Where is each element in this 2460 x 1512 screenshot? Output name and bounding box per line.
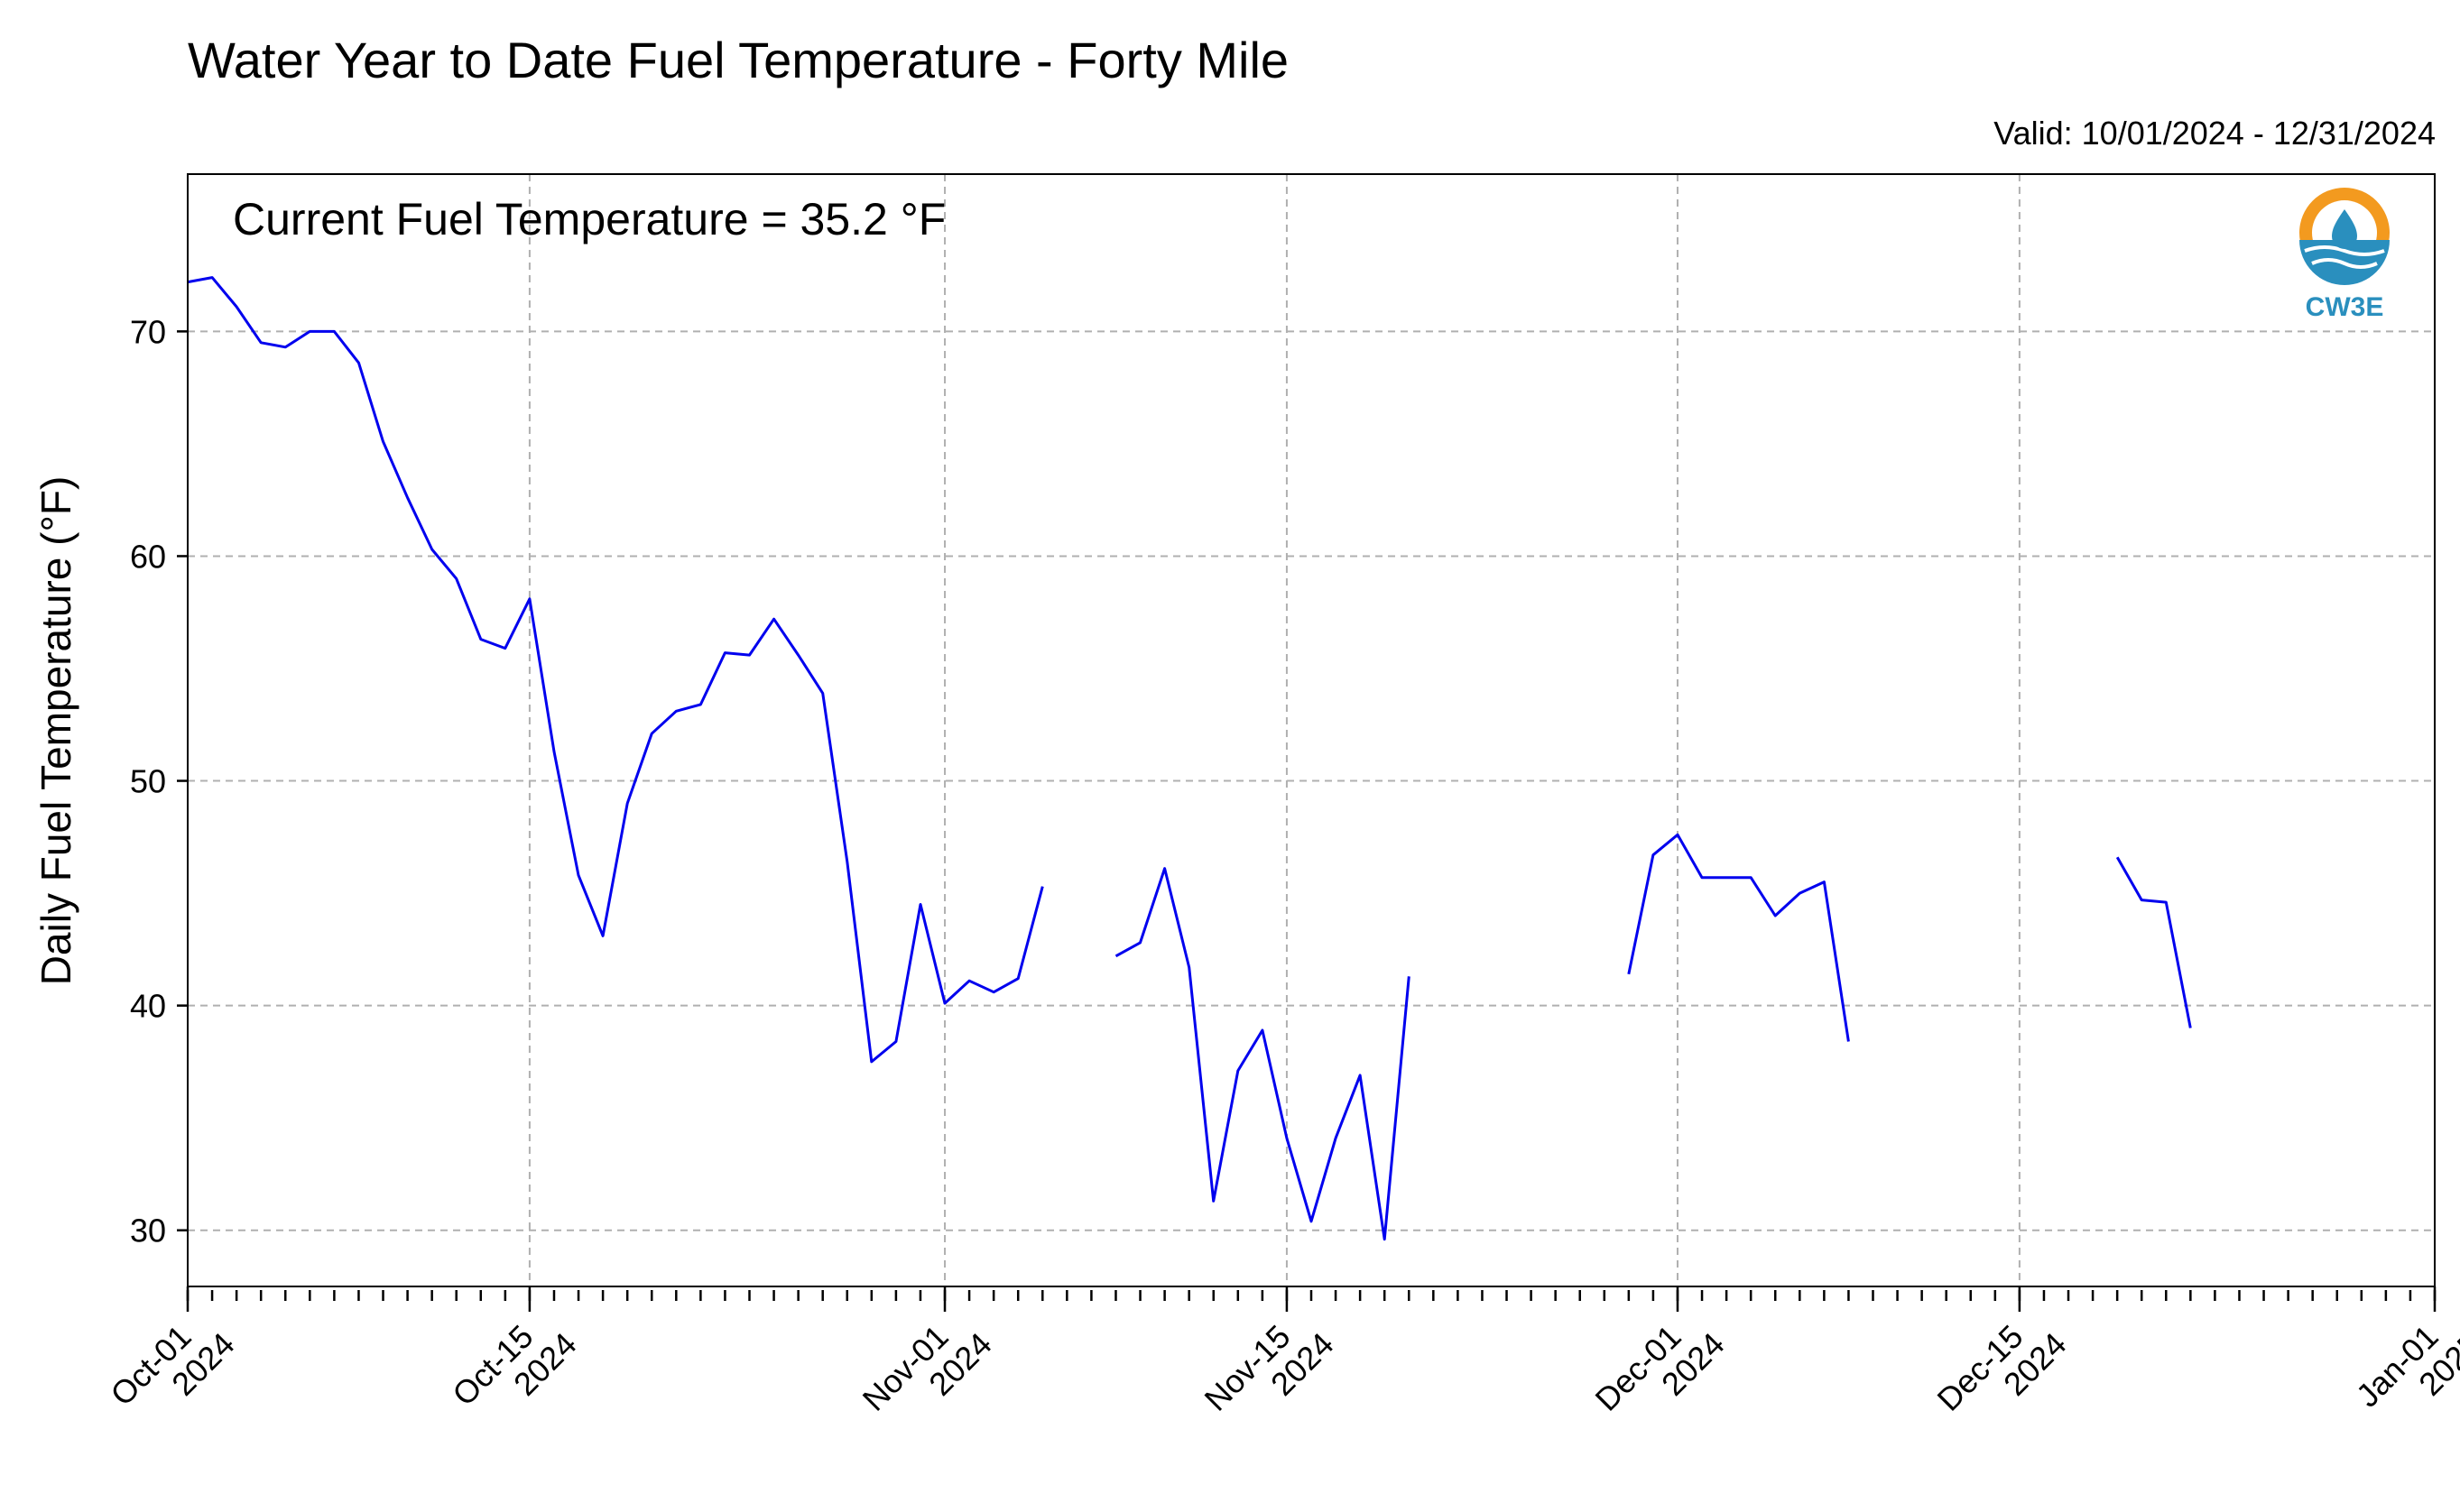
y-tick-label: 60	[130, 538, 166, 575]
y-tick-label: 40	[130, 988, 166, 1025]
series-line-segment	[1114, 867, 1410, 1241]
y-tick-label: 50	[130, 763, 166, 800]
series-line-segment	[2115, 856, 2192, 1028]
chart-title: Water Year to Date Fuel Temperature - Fo…	[188, 32, 1289, 88]
series-layer	[187, 276, 2192, 1241]
plot-frame	[187, 173, 2436, 1287]
y-axis-ticks: 30 40 50 60 70	[130, 313, 188, 1249]
y-axis-label: Daily Fuel Temperature (°F)	[32, 476, 79, 986]
y-tick-label: 70	[130, 313, 166, 350]
series-line-segment	[187, 276, 1044, 1064]
cw3e-logo: CW3E	[2299, 188, 2390, 322]
series-line-segment	[1627, 833, 1850, 1042]
logo-wave-line	[2304, 245, 2385, 256]
logo-wave-line	[2311, 258, 2378, 269]
logo-drop-icon	[2332, 209, 2357, 249]
grid-lines	[187, 174, 2436, 1286]
y-tick-label: 30	[130, 1212, 166, 1249]
chart-subtitle: Valid: 10/01/2024 - 12/31/2024	[1993, 115, 2436, 152]
current-fuel-temperature-annotation: Current Fuel Temperature = 35.2 °F	[233, 194, 946, 244]
logo-text: CW3E	[2306, 292, 2384, 322]
